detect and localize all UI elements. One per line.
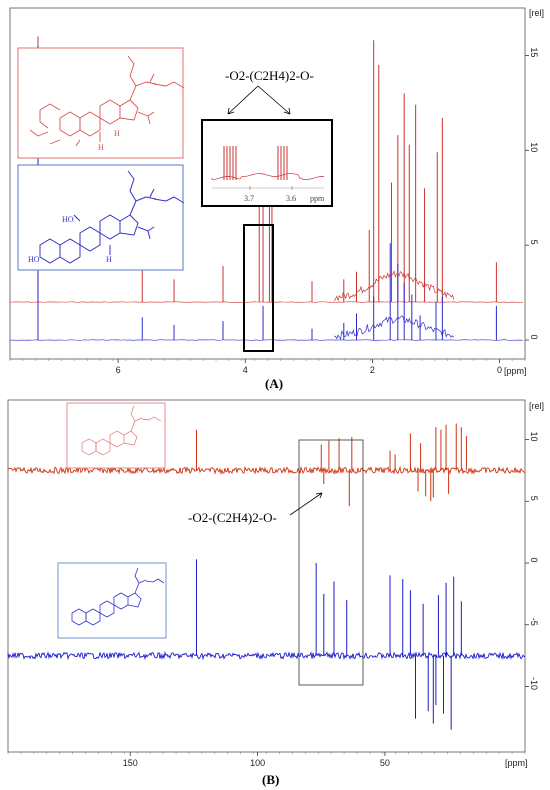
aliphatic-envelope-0 (333, 269, 455, 302)
chart-a-svg: 6 4 2 0 0 5 10 15 H H (9, 7, 544, 391)
annotation-b: -O2-(C2H4)2-O- (188, 510, 277, 525)
annotation-a: -O2-(C2H4)2-O- (225, 68, 314, 83)
x-axis-unit-b: [ppm] (505, 758, 528, 768)
y-tick-label-a: 5 (529, 240, 539, 245)
y-axis-unit-b: [rel] (529, 401, 544, 411)
panel-label-b: (B) (262, 772, 279, 787)
annotation-arrows-a (227, 85, 291, 115)
highlight-box-a (243, 224, 274, 352)
x-axis-unit-a: [ppm] (504, 366, 527, 376)
inset-tick-37: 3.7 (244, 194, 254, 203)
blue-ho-label-bottom: HO (28, 255, 40, 264)
inset-baseline (211, 173, 325, 180)
y-tick-label-b: 0 (529, 558, 539, 563)
y-tick-label-a: 15 (529, 47, 539, 57)
blue-structure-box: HO HO H (17, 164, 185, 271)
panel-b-13c-spectrum: 150 100 50 10 5 0 -5 -10 (0, 395, 550, 790)
y-tick-label-b: 5 (529, 496, 539, 501)
inset-tick-ppm: ppm (310, 194, 325, 203)
x-tick-label-a: 2 (370, 365, 375, 375)
y-tick-label-b: 10 (529, 432, 539, 442)
inset-tick-36: 3.6 (286, 194, 296, 203)
x-tick-label-b: 150 (123, 758, 138, 768)
blue-h-label: H (106, 255, 112, 264)
arrowheads-a (227, 107, 291, 115)
x-tick-label-b: 100 (250, 758, 265, 768)
red-structure-box-b (66, 402, 166, 469)
y-tick-label-a: 10 (529, 142, 539, 152)
y-axis-unit-a: [rel] (529, 8, 544, 18)
red-structure-box: H H (17, 47, 185, 159)
blue-structure-box-b (57, 562, 167, 639)
series-baseline-b-0 (7, 465, 526, 476)
aliphatic-envelope-1 (334, 315, 455, 340)
x-tick-label-a: 0 (497, 365, 502, 375)
series-baseline-a-0 (9, 301, 524, 303)
red-h-label: H (98, 143, 104, 152)
y-tick-label-b: -10 (529, 677, 539, 690)
x-tick-label-a: 6 (116, 365, 121, 375)
arrowhead-b (315, 492, 323, 499)
highlight-box-b (298, 439, 364, 686)
panel-a-1h-spectrum: 6 4 2 0 0 5 10 15 H H (9, 7, 544, 391)
y-tick-label-a: 0 (529, 335, 539, 340)
panel-label-a: (A) (265, 376, 283, 391)
x-tick-label-b: 50 (380, 758, 390, 768)
series-baseline-a-1 (9, 339, 524, 341)
red-h-label-2: H (114, 129, 120, 138)
y-tick-label-b: -5 (529, 618, 539, 626)
series-baseline-b-1 (7, 651, 526, 661)
annotation-arrow-b (289, 492, 323, 516)
blue-ho-label-top: HO (62, 215, 74, 224)
x-tick-label-a: 4 (243, 365, 248, 375)
